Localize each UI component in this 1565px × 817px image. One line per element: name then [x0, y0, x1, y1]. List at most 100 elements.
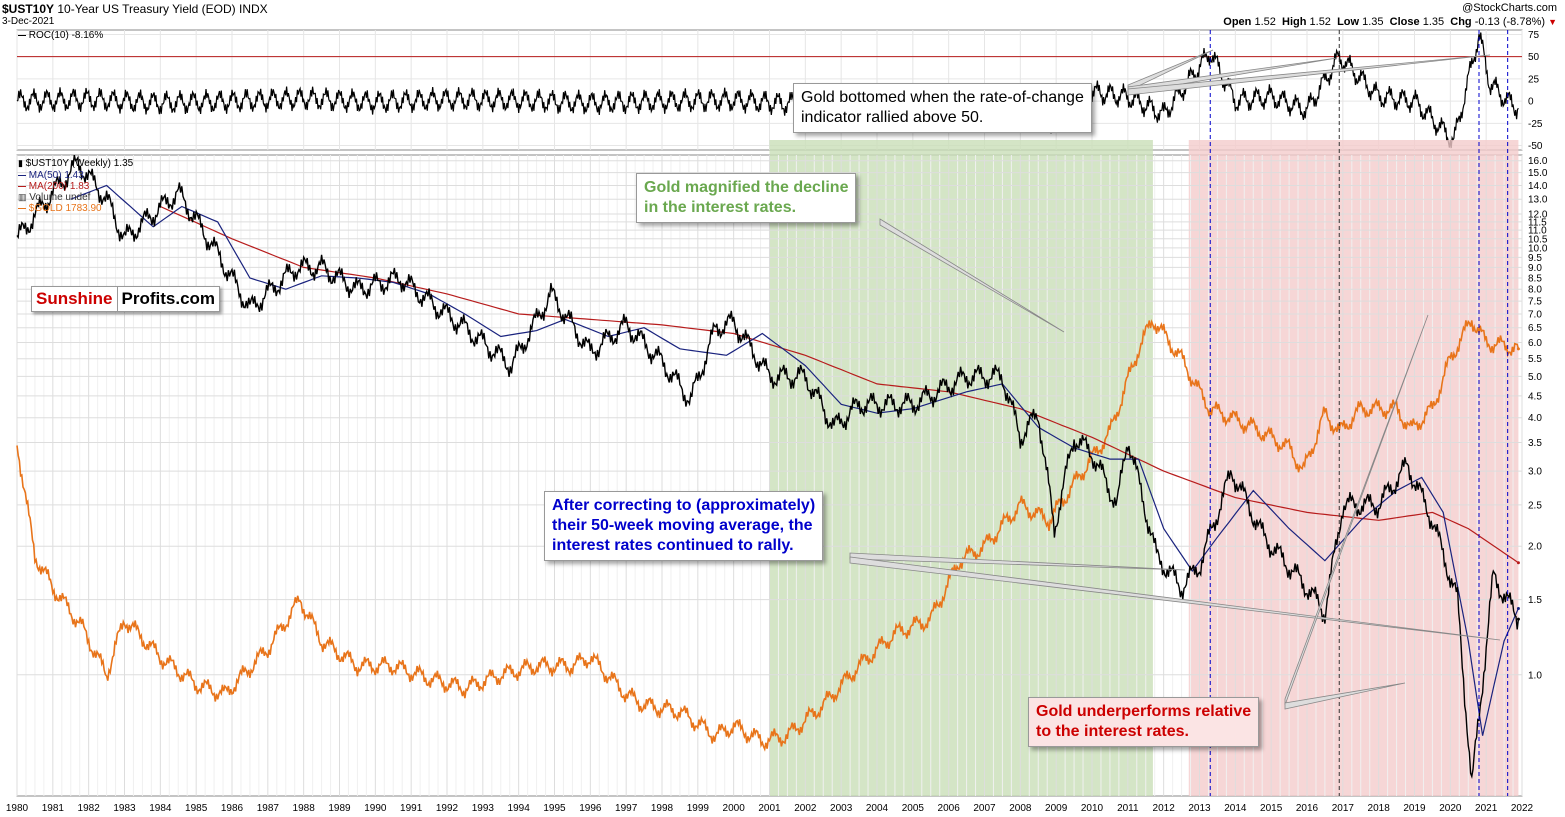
- x-tick-label: 1982: [78, 803, 101, 814]
- series-end-point: [1516, 617, 1520, 621]
- series-end-point: [1516, 606, 1520, 610]
- gold-series-line: [16, 319, 1520, 752]
- roc-y-tick-label: 75: [1528, 30, 1540, 41]
- x-tick-label: 1989: [328, 803, 351, 814]
- y-tick-label: 5.0: [1528, 372, 1542, 383]
- ma-annotation: After correcting to (approximately) thei…: [544, 491, 824, 561]
- roc-y-tick-label: 25: [1528, 74, 1540, 85]
- chart-date: 3-Dec-2021: [2, 16, 55, 27]
- y-tick-label: 8.0: [1528, 285, 1542, 296]
- ohlc-readout: Open 1.52 High 1.52 Low 1.35 Close 1.35 …: [1223, 16, 1557, 28]
- y-tick-label: 9.0: [1528, 263, 1542, 274]
- legend-main: ▮ $UST10Y (Weekly) 1.35: [18, 158, 133, 169]
- x-tick-label: 1983: [113, 803, 136, 814]
- roc-y-tick-label: -25: [1528, 119, 1543, 130]
- y-tick-label: 1.0: [1528, 670, 1542, 681]
- ma50-line-icon: [18, 174, 26, 176]
- ma-annotation-line3: interest rates continued to rally.: [552, 537, 794, 554]
- legend-gold: $GOLD 1783.90: [18, 203, 102, 214]
- blue-pointer-2: [849, 556, 1501, 641]
- description: 10-Year US Treasury Yield (EOD): [57, 2, 236, 16]
- ma200-series-line: [160, 205, 1519, 564]
- open-value: 1.52: [1254, 16, 1276, 28]
- roc-label: ROC(10) -8.16%: [28, 30, 104, 41]
- y-tick-label: 5.5: [1528, 354, 1542, 365]
- y-tick-label: 1.5: [1528, 595, 1542, 606]
- x-tick-label: 2020: [1439, 803, 1462, 814]
- roc-panel: 75 50 25 0 -25 -50: [16, 29, 1543, 152]
- x-tick-label: 2006: [938, 803, 961, 814]
- y-tick-label: 7.0: [1528, 309, 1542, 320]
- y-tick-label: 14.0: [1528, 181, 1548, 192]
- x-tick-label: 1998: [651, 803, 674, 814]
- main-panel: 16.015.0 14.0 13.0 12.011.511.010.510.09.59…: [16, 140, 1548, 797]
- y-tick-label: 3.5: [1528, 438, 1542, 449]
- close-label: Close: [1389, 16, 1420, 28]
- x-tick-label: 1987: [257, 803, 280, 814]
- y-tick-label: 10.5: [1528, 234, 1548, 245]
- legend-volume: ▥ Volume undef: [18, 192, 90, 203]
- x-tick-label: 2004: [866, 803, 889, 814]
- x-tick-label: 1985: [185, 803, 208, 814]
- shaded-region-green: [769, 140, 1153, 796]
- x-tick-label: 2007: [973, 803, 996, 814]
- y-tick-label: 9.5: [1528, 253, 1542, 264]
- x-tick-label: 2008: [1009, 803, 1032, 814]
- series-end-point: [1516, 347, 1520, 351]
- blue-pointer-1: [849, 552, 1186, 571]
- symbol: $UST10Y: [2, 2, 55, 16]
- y-tick-label: 11.0: [1528, 226, 1547, 237]
- x-tick-label: 2021: [1475, 803, 1498, 814]
- y-tick-label: 6.0: [1528, 338, 1542, 349]
- ma200-line-icon: [18, 185, 26, 187]
- sunshine-profits-logo: Sunshine Profits.com: [31, 286, 221, 312]
- chg-label: Chg: [1450, 16, 1472, 28]
- high-label: High: [1282, 16, 1307, 28]
- x-tick-label: 2015: [1260, 803, 1283, 814]
- x-tick-label: 1999: [687, 803, 710, 814]
- red-zone-annotation: Gold underperforms relative to the inter…: [1028, 697, 1260, 747]
- y-tick-label: 2.5: [1528, 500, 1542, 511]
- legend-ma50: MA(50) 1.43: [18, 170, 84, 181]
- x-tick-label: 1997: [615, 803, 638, 814]
- roc-legend: ROC(10) -8.16%: [18, 30, 103, 41]
- x-tick-label: 1991: [400, 803, 423, 814]
- roc-line-icon: [18, 34, 26, 36]
- x-tick-label: 2005: [902, 803, 925, 814]
- green-annotation-line2: in the interest rates.: [644, 199, 797, 216]
- x-tick-label: 2022: [1511, 803, 1534, 814]
- roc-y-tick-label: 50: [1528, 52, 1540, 63]
- ma-annotation-line2: their 50-week moving average, the: [552, 517, 813, 534]
- legend-main-label: $UST10Y (Weekly) 1.35: [25, 158, 134, 169]
- y-tick-label: 15.0: [1528, 168, 1548, 179]
- stockcharts-watermark: @StockCharts.com: [1462, 2, 1557, 14]
- legend-gold-label: $GOLD 1783.90: [28, 203, 102, 214]
- y-tick-label: 8.5: [1528, 273, 1542, 284]
- x-tick-label: 1981: [42, 803, 65, 814]
- yield-series-line: [16, 154, 1520, 780]
- x-tick-label: 2012: [1153, 803, 1176, 814]
- red-annotation-line1: Gold underperforms relative: [1036, 703, 1252, 720]
- y-tick-label: 7.5: [1528, 297, 1542, 308]
- down-arrow-icon: ▼: [1548, 17, 1557, 27]
- x-tick-label: 1992: [436, 803, 459, 814]
- x-tick-label: 1980: [6, 803, 29, 814]
- roc-annotation: Gold bottomed when the rate-of-change in…: [793, 83, 1092, 133]
- x-tick-label: 2019: [1403, 803, 1426, 814]
- volume-bars-icon: ▥: [18, 192, 27, 202]
- legend-volume-label: Volume undef: [29, 192, 91, 203]
- green-pointer: [879, 218, 1065, 333]
- y-tick-label: 4.0: [1528, 413, 1542, 424]
- red-pointer-2: [1284, 682, 1406, 710]
- x-tick-label: 1984: [149, 803, 172, 814]
- green-zone-annotation: Gold magnified the decline in the intere…: [636, 173, 857, 223]
- x-tick-label: 1990: [364, 803, 387, 814]
- chg-value: -0.13 (-8.78%): [1474, 16, 1546, 28]
- x-tick-label: 1996: [579, 803, 602, 814]
- y-tick-label: 16.0: [1528, 156, 1548, 167]
- legend-ma200: MA(200) 1.83: [18, 181, 89, 192]
- roc-annotation-line1: Gold bottomed when the rate-of-change: [801, 89, 1084, 106]
- red-pointer-1: [1284, 314, 1429, 706]
- x-tick-label: 2018: [1368, 803, 1391, 814]
